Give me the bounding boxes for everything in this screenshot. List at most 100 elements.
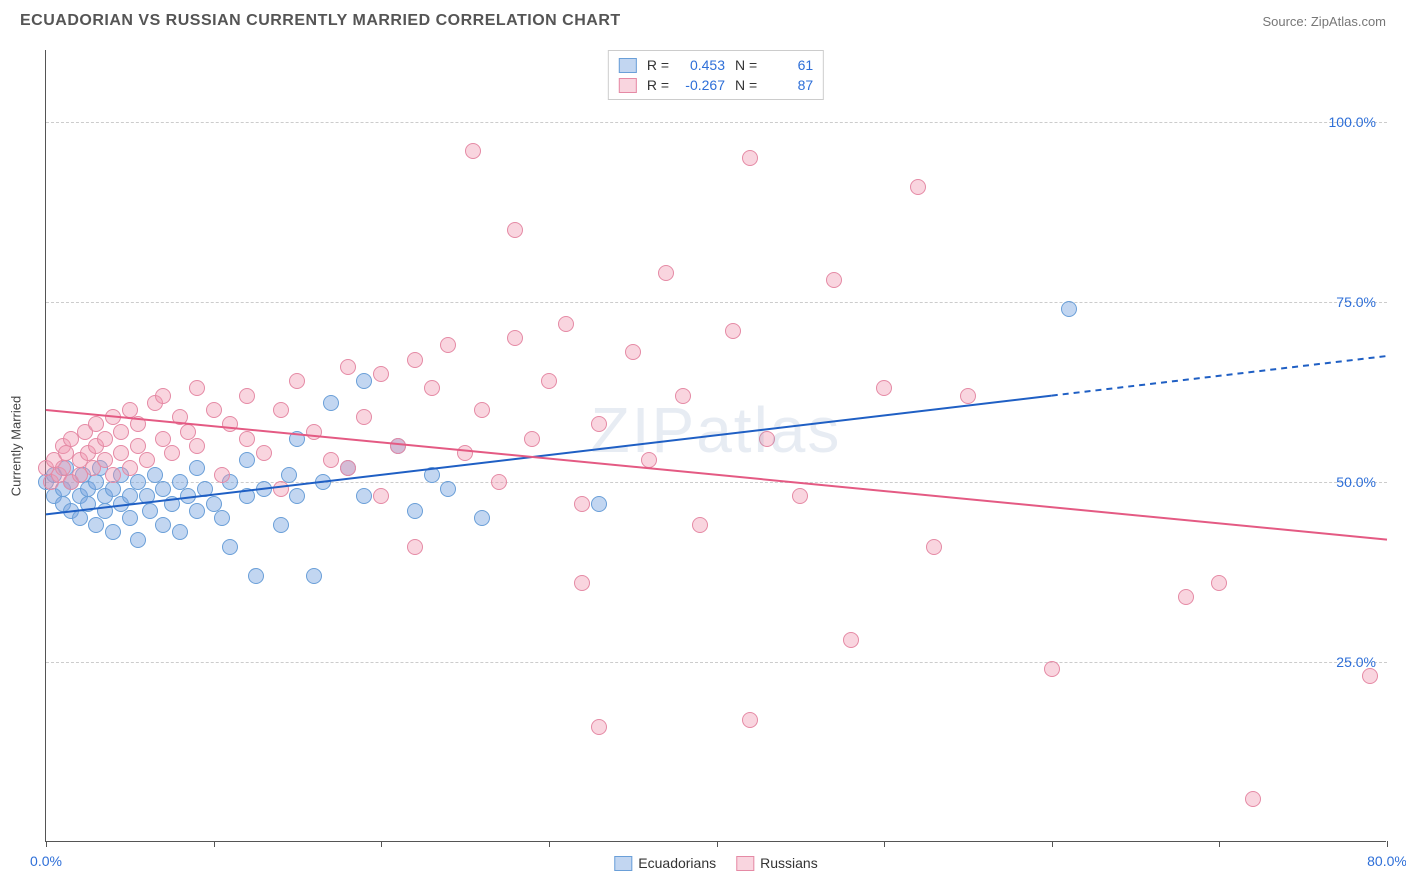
data-point <box>189 460 205 476</box>
chart-container: Currently Married ZIPatlas 25.0%50.0%75.… <box>45 50 1386 842</box>
data-point <box>222 539 238 555</box>
data-point <box>273 517 289 533</box>
data-point <box>206 496 222 512</box>
data-point <box>574 575 590 591</box>
data-point <box>407 352 423 368</box>
legend-swatch <box>614 856 632 871</box>
data-point <box>440 337 456 353</box>
y-tick-label: 75.0% <box>1336 294 1376 310</box>
data-point <box>222 416 238 432</box>
data-point <box>105 524 121 540</box>
stat-n-label: N = <box>735 57 757 73</box>
x-tick <box>717 841 718 847</box>
x-tick <box>214 841 215 847</box>
data-point <box>910 179 926 195</box>
data-point <box>315 474 331 490</box>
data-point <box>214 510 230 526</box>
data-point <box>792 488 808 504</box>
data-point <box>323 452 339 468</box>
data-point <box>759 431 775 447</box>
data-point <box>239 488 255 504</box>
data-point <box>289 373 305 389</box>
chart-header: ECUADORIAN VS RUSSIAN CURRENTLY MARRIED … <box>0 0 1406 38</box>
data-point <box>189 380 205 396</box>
data-point <box>591 719 607 735</box>
data-point <box>340 359 356 375</box>
legend-series: Ecuadorians Russians <box>614 855 817 871</box>
data-point <box>105 481 121 497</box>
x-tick <box>1052 841 1053 847</box>
data-point <box>97 503 113 519</box>
data-point <box>122 510 138 526</box>
data-point <box>88 416 104 432</box>
x-tick <box>381 841 382 847</box>
legend-swatch <box>619 78 637 93</box>
x-tick-label: 0.0% <box>30 853 62 869</box>
data-point <box>1044 661 1060 677</box>
data-point <box>843 632 859 648</box>
data-point <box>1362 668 1378 684</box>
chart-title: ECUADORIAN VS RUSSIAN CURRENTLY MARRIED … <box>20 12 621 30</box>
data-point <box>55 460 71 476</box>
data-point <box>289 431 305 447</box>
legend-stats: R = 0.453 N = 61 R = -0.267 N = 87 <box>608 50 824 100</box>
data-point <box>306 568 322 584</box>
data-point <box>323 395 339 411</box>
data-point <box>164 445 180 461</box>
y-tick-label: 50.0% <box>1336 474 1376 490</box>
y-axis-title: Currently Married <box>9 395 24 495</box>
data-point <box>273 481 289 497</box>
data-point <box>390 438 406 454</box>
data-point <box>142 503 158 519</box>
data-point <box>725 323 741 339</box>
data-point <box>340 460 356 476</box>
x-tick-label: 80.0% <box>1367 853 1406 869</box>
data-point <box>97 431 113 447</box>
data-point <box>155 517 171 533</box>
data-point <box>876 380 892 396</box>
data-point <box>491 474 507 490</box>
data-point <box>139 488 155 504</box>
stat-r-label: R = <box>647 57 669 73</box>
data-point <box>97 452 113 468</box>
data-point <box>214 467 230 483</box>
data-point <box>180 424 196 440</box>
legend-swatch <box>736 856 754 871</box>
data-point <box>72 510 88 526</box>
data-point <box>88 517 104 533</box>
data-point <box>524 431 540 447</box>
data-point <box>641 452 657 468</box>
gridline <box>46 302 1387 303</box>
data-point <box>692 517 708 533</box>
data-point <box>122 488 138 504</box>
data-point <box>113 445 129 461</box>
data-point <box>155 388 171 404</box>
y-tick-label: 100.0% <box>1329 114 1376 130</box>
data-point <box>105 409 121 425</box>
plot-area: 25.0%50.0%75.0%100.0%0.0%80.0% <box>46 50 1386 841</box>
data-point <box>373 488 389 504</box>
data-point <box>248 568 264 584</box>
stat-n-value: 61 <box>763 57 813 73</box>
x-tick <box>549 841 550 847</box>
data-point <box>105 467 121 483</box>
data-point <box>507 222 523 238</box>
data-point <box>122 460 138 476</box>
data-point <box>281 467 297 483</box>
data-point <box>172 524 188 540</box>
data-point <box>424 467 440 483</box>
data-point <box>465 143 481 159</box>
data-point <box>1178 589 1194 605</box>
data-point <box>356 409 372 425</box>
data-point <box>574 496 590 512</box>
data-point <box>742 150 758 166</box>
data-point <box>206 402 222 418</box>
data-point <box>189 503 205 519</box>
legend-swatch <box>619 58 637 73</box>
stat-r-label: R = <box>647 77 669 93</box>
data-point <box>625 344 641 360</box>
data-point <box>130 416 146 432</box>
data-point <box>541 373 557 389</box>
data-point <box>130 532 146 548</box>
data-point <box>1245 791 1261 807</box>
